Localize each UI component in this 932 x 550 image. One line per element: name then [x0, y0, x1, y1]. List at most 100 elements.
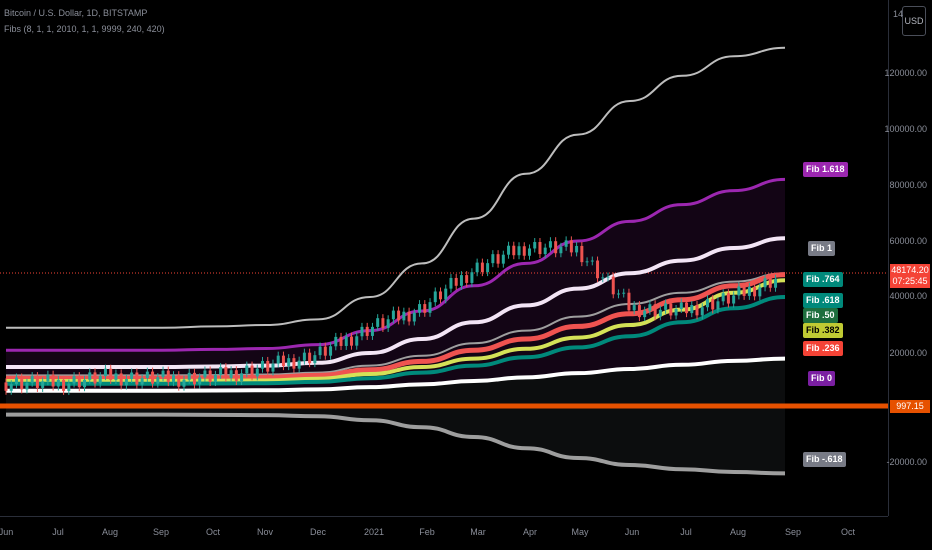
candle-body: [98, 376, 102, 384]
candle-body: [685, 302, 689, 314]
candle-body: [423, 304, 427, 313]
candle-body: [512, 245, 516, 256]
candle-body: [527, 248, 531, 256]
candle-body: [438, 291, 442, 300]
candle-body: [30, 376, 34, 383]
candle-body: [648, 304, 652, 311]
candle-body: [72, 376, 76, 384]
time-tick: Oct: [205, 527, 221, 537]
candle-body: [747, 286, 751, 296]
candle-body: [669, 303, 673, 316]
currency-corner: 14: [893, 9, 904, 19]
candle-body: [533, 242, 537, 249]
candle-body: [213, 374, 217, 383]
candle-body: [774, 278, 778, 288]
indicator-legend[interactable]: Fibs (8, 1, 1, 2010, 1, 1, 9999, 240, 42…: [4, 24, 165, 34]
candle-body: [370, 326, 374, 336]
candle-body: [250, 365, 254, 377]
price-axis[interactable]: 120000.00 100000.00 80000.00 60000.00 40…: [884, 0, 932, 516]
candle-body: [329, 346, 333, 356]
candle-body: [114, 373, 118, 380]
fib-label-50: Fib .50: [803, 308, 838, 323]
candle-body: [271, 363, 275, 372]
fib-label-764: Fib .764: [803, 272, 843, 287]
candle-body: [198, 377, 202, 385]
candle-body: [496, 254, 500, 264]
candle-body: [67, 383, 71, 391]
candle-body: [219, 367, 223, 375]
candle-body: [391, 310, 395, 320]
series-line-fib-0: [6, 356, 786, 393]
candle-body: [140, 378, 144, 385]
candle-body: [580, 245, 584, 263]
candle-body: [543, 247, 547, 255]
time-tick: Oct: [840, 527, 856, 537]
fib-label-1: Fib 1: [808, 241, 836, 256]
series-line-fib-618: [6, 412, 786, 476]
candle-body: [103, 368, 107, 377]
candle-body: [234, 370, 238, 381]
candle-body: [486, 263, 490, 273]
candle-body: [674, 309, 678, 316]
candle-body: [700, 307, 704, 316]
candle-body: [716, 301, 720, 310]
candle-body: [88, 372, 92, 380]
candle-body: [695, 305, 699, 316]
candle-body: [768, 278, 772, 288]
fib-label-neg-618: Fib -.618: [803, 452, 846, 467]
candle-body: [575, 245, 579, 253]
candle-body: [559, 246, 563, 254]
candle-body: [616, 293, 620, 295]
price-tick: -20000.00: [886, 457, 927, 467]
candle-body: [564, 240, 568, 247]
fib-label-382: Fib .382: [803, 323, 843, 338]
time-tick: Mar: [470, 527, 486, 537]
fib-label-618: Fib .618: [803, 293, 843, 308]
candle-body: [355, 336, 359, 346]
bar-countdown: 07:25:45: [892, 276, 928, 286]
candle-body: [433, 291, 437, 303]
level-price-tag: 997.15: [890, 400, 930, 413]
time-axis[interactable]: Jun Jul Aug Sep Oct Nov Dec 2021 Feb Mar…: [0, 516, 888, 550]
candle-body: [130, 372, 134, 379]
candle-body: [465, 275, 469, 283]
candle-body: [124, 378, 128, 386]
candle-body: [135, 372, 139, 385]
candle-body: [339, 336, 343, 346]
candle-body: [454, 277, 458, 286]
candle-body: [14, 377, 18, 385]
candle-body: [418, 304, 422, 313]
time-tick: Jul: [680, 527, 692, 537]
candle-body: [287, 358, 291, 367]
candle-body: [412, 312, 416, 322]
candle-body: [569, 240, 573, 253]
candle-body: [119, 373, 123, 386]
fib-label-0: Fib 0: [808, 371, 836, 386]
price-tick: 120000.00: [884, 68, 927, 78]
candle-body: [554, 241, 558, 254]
fib-label-1-618: Fib 1.618: [803, 162, 848, 177]
candle-body: [590, 260, 594, 262]
current-price-tag: 48174.20 07:25:45: [890, 264, 930, 288]
candle-body: [109, 368, 113, 380]
candle-body: [758, 287, 762, 297]
currency-code: USD: [904, 16, 924, 26]
candle-body: [344, 336, 348, 346]
series-line-fib-618: [6, 272, 786, 377]
candle-body: [56, 379, 60, 387]
time-tick: Jun: [0, 527, 14, 537]
candle-body: [721, 293, 725, 302]
candle-body: [365, 326, 369, 336]
candle-body: [585, 261, 589, 263]
candle-body: [9, 384, 13, 391]
candle-body: [397, 310, 401, 321]
fib-band-fill: [6, 179, 785, 391]
candle-body: [4, 382, 8, 391]
candle-body: [208, 370, 212, 383]
candle-body: [491, 254, 495, 264]
currency-selector[interactable]: USD: [902, 6, 926, 36]
candle-body: [407, 311, 411, 322]
candle-body: [711, 299, 715, 310]
